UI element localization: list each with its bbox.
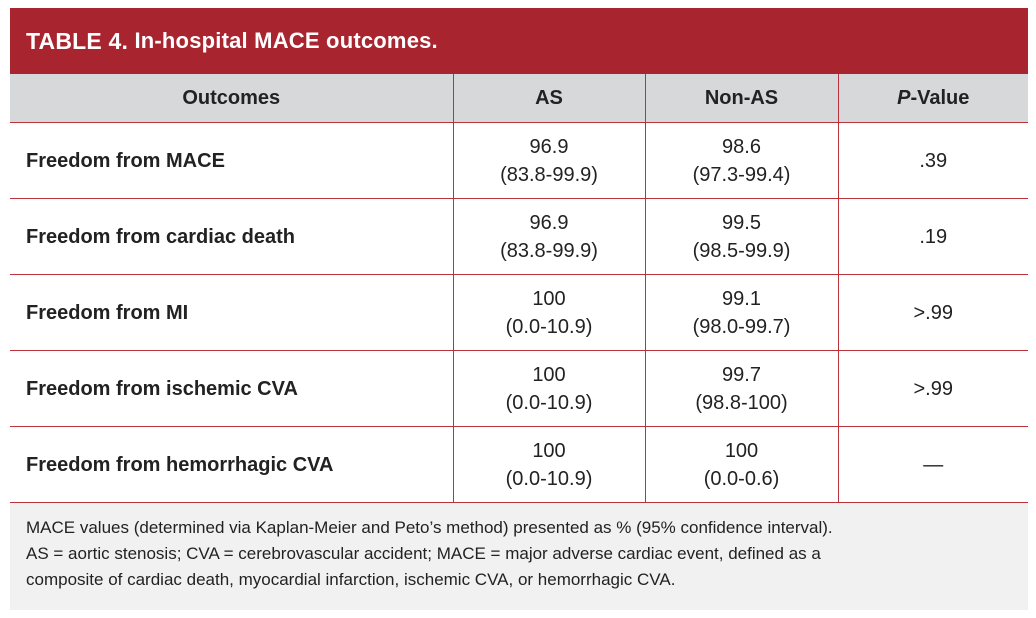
non-as-cell: 99.5 (98.5-99.9) <box>644 198 838 275</box>
non-as-cell: 100 (0.0-0.6) <box>644 426 838 503</box>
as-cell: 96.9 (83.8-99.9) <box>452 198 645 275</box>
as-value: 100 <box>532 439 566 462</box>
as-ci: (0.0-10.9) <box>505 315 593 338</box>
footnote-line: AS = aortic stenosis; CVA = cerebrovascu… <box>26 544 821 563</box>
header-non-as: Non-AS <box>644 74 838 123</box>
header-as: AS <box>452 74 645 123</box>
header-p-suffix: -Value <box>910 86 970 109</box>
as-cell: 96.9 (83.8-99.9) <box>452 122 645 199</box>
outcome-label: Freedom from MI <box>10 274 453 351</box>
table-row: Freedom from cardiac death 96.9 (83.8-99.… <box>10 198 1028 275</box>
as-cell: 100 (0.0-10.9) <box>452 274 645 351</box>
as-value: 96.9 <box>529 211 569 234</box>
non-as-cell: 99.1 (98.0-99.7) <box>644 274 838 351</box>
non-as-value: 99.1 <box>722 287 761 310</box>
outcome-label: Freedom from cardiac death <box>10 198 453 275</box>
as-ci: (83.8-99.9) <box>500 239 598 262</box>
header-p-value: P-Value <box>837 74 1028 123</box>
non-as-value: 100 <box>724 439 759 462</box>
footnote-line: composite of cardiac death, myocardial i… <box>26 570 676 589</box>
p-value-cell: >.99 <box>837 350 1028 427</box>
outcome-label: Freedom from MACE <box>10 122 453 199</box>
header-p-italic: P <box>897 86 911 109</box>
table-caption: In-hospital MACE outcomes. <box>134 28 438 53</box>
table-row: Freedom from ischemic CVA 100 (0.0-10.9) … <box>10 350 1028 427</box>
non-as-ci: (98.8-100) <box>695 391 788 414</box>
footnote-line: MACE values (determined via Kaplan-Meier… <box>26 518 833 537</box>
table-row: Freedom from MACE 96.9 (83.8-99.9) 98.6 (9… <box>10 122 1028 199</box>
header-row: Outcomes AS Non-AS P-Value <box>10 74 1028 123</box>
as-value: 100 <box>532 287 566 310</box>
table-title: TABLE 4. In-hospital MACE outcomes. <box>10 8 1028 74</box>
outcome-label: Freedom from hemorrhagic CVA <box>10 426 453 503</box>
outcome-label: Freedom from ischemic CVA <box>10 350 453 427</box>
as-value: 100 <box>532 363 566 386</box>
non-as-value: 99.7 <box>722 363 761 386</box>
header-outcomes: Outcomes <box>10 74 453 123</box>
as-ci: (0.0-10.9) <box>505 391 593 414</box>
outcomes-table: Outcomes AS Non-AS P-Value Freedom from … <box>10 74 1028 503</box>
table-number: TABLE 4. <box>26 27 129 54</box>
p-value-cell: >.99 <box>837 274 1028 351</box>
as-ci: (0.0-10.9) <box>505 467 593 490</box>
non-as-ci: (0.0-0.6) <box>703 467 780 490</box>
non-as-ci: (97.3-99.4) <box>692 163 791 186</box>
as-value: 96.9 <box>529 135 569 158</box>
as-cell: 100 (0.0-10.9) <box>452 426 645 503</box>
non-as-cell: 98.6 (97.3-99.4) <box>644 122 838 199</box>
non-as-cell: 99.7 (98.8-100) <box>644 350 838 427</box>
as-cell: 100 (0.0-10.9) <box>452 350 645 427</box>
non-as-ci: (98.5-99.9) <box>692 239 791 262</box>
p-value-cell: .19 <box>837 198 1028 275</box>
p-value-cell: — <box>837 426 1028 503</box>
as-ci: (83.8-99.9) <box>500 163 598 186</box>
non-as-ci: (98.0-99.7) <box>692 315 791 338</box>
table-row: Freedom from hemorrhagic CVA 100 (0.0-10.… <box>10 426 1028 503</box>
table-figure: TABLE 4. In-hospital MACE outcomes. Outc… <box>10 8 1028 610</box>
p-value-cell: .39 <box>837 122 1028 199</box>
table-footnote: MACE values (determined via Kaplan-Meier… <box>10 503 1028 593</box>
non-as-value: 98.6 <box>722 135 761 158</box>
non-as-value: 99.5 <box>722 211 761 234</box>
table-row: Freedom from MI 100 (0.0-10.9) 99.1 (98.0-… <box>10 274 1028 351</box>
